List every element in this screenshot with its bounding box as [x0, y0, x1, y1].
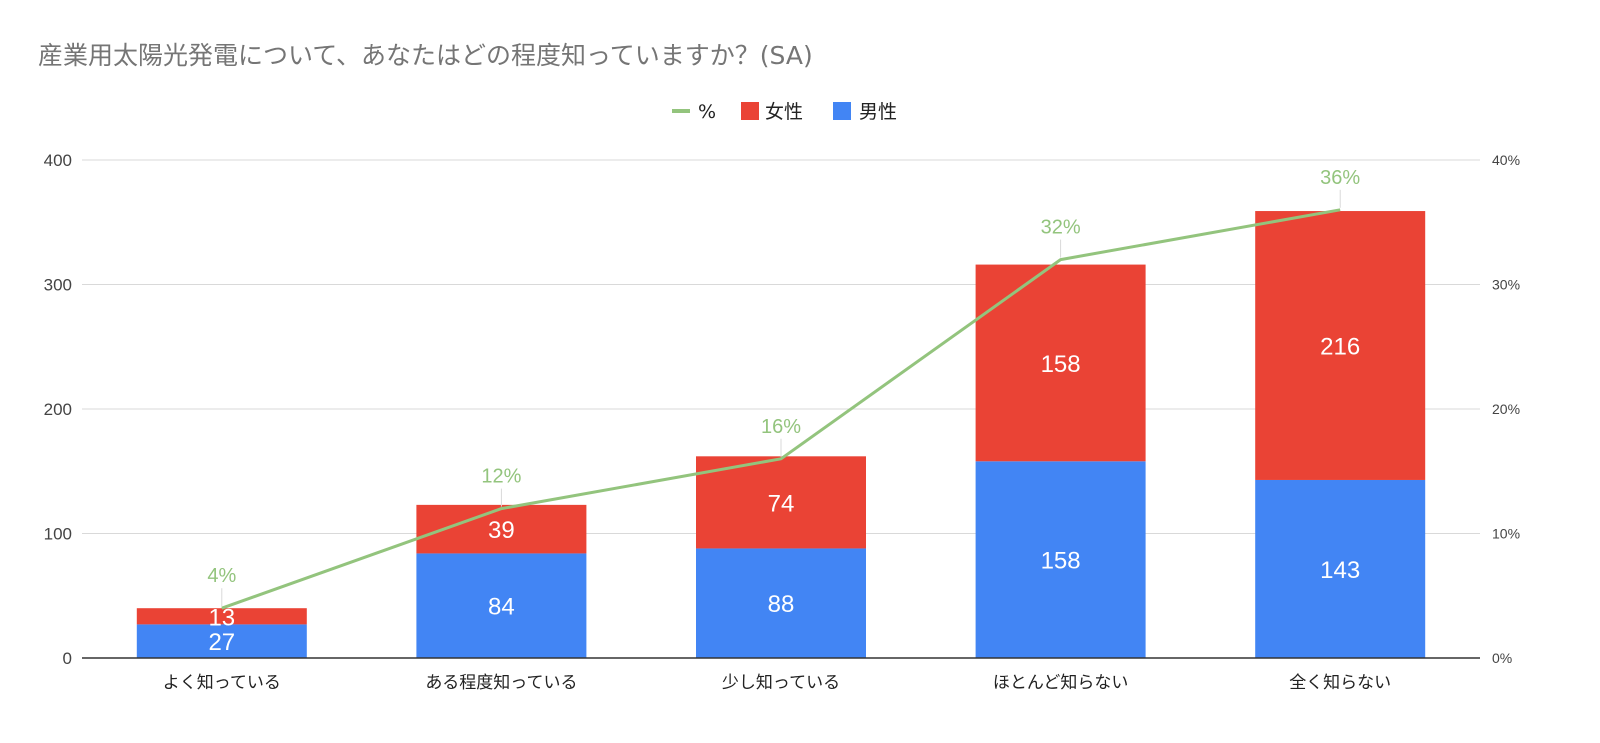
category-label: ほとんど知らない	[993, 673, 1129, 693]
y-right-tick-label: 20%	[1492, 401, 1520, 417]
y-left-tick-label: 100	[44, 525, 72, 544]
percent-label: 16%	[761, 416, 801, 438]
y-left-tick-label: 400	[44, 151, 72, 170]
left-axis-ticks: 0 100 200 300 400	[44, 151, 72, 668]
legend-swatch-female	[741, 102, 759, 120]
bar-label-male: 88	[768, 591, 795, 618]
bar-label-female: 216	[1320, 334, 1360, 361]
bar-label-male: 143	[1320, 557, 1360, 584]
category-labels: よく知っている ある程度知っている 少し知っている ほとんど知らない 全く知らない	[163, 673, 1391, 693]
legend: % 女性 男性	[672, 101, 897, 123]
bar-male	[975, 461, 1146, 658]
y-left-tick-label: 0	[63, 649, 72, 668]
bar-label-female: 13	[208, 604, 235, 631]
category-label: ある程度知っている	[425, 673, 577, 693]
bar-male	[416, 553, 587, 658]
percent-label: 36%	[1320, 167, 1360, 189]
bar-female	[696, 456, 866, 549]
bar-label-female: 39	[488, 517, 515, 544]
chart-title: 産業用太陽光発電について、あなたはどの程度知っていますか？(SA)	[38, 41, 813, 70]
y-right-tick-label: 0%	[1492, 650, 1512, 666]
bar-female	[975, 264, 1146, 462]
y-right-tick-label: 40%	[1492, 152, 1520, 168]
bar-label-male: 84	[488, 594, 515, 621]
legend-label-female: 女性	[765, 101, 803, 123]
percent-line-path	[221, 208, 1341, 610]
category-label: 全く知らない	[1289, 673, 1391, 693]
bar-label-male: 27	[208, 629, 235, 656]
right-axis-ticks: 0% 10% 20% 30% 40%	[1492, 152, 1520, 666]
bar-female	[136, 608, 307, 625]
bar-label-male: 158	[1041, 548, 1081, 575]
bar-female	[1255, 211, 1426, 480]
category-label: よく知っている	[163, 673, 281, 693]
gridlines	[82, 159, 1480, 534]
percent-label: 12%	[481, 466, 521, 488]
percent-label: 4%	[207, 565, 236, 587]
y-left-tick-label: 200	[44, 400, 72, 419]
bar-male	[136, 624, 307, 658]
legend-label-male: 男性	[859, 101, 897, 123]
y-right-tick-label: 30%	[1492, 277, 1520, 293]
percent-line: 4% 12% 16% 32% 36%	[207, 167, 1360, 610]
bar-label-female: 74	[768, 490, 795, 517]
legend-swatch-male	[833, 102, 851, 120]
bar-label-female: 158	[1041, 351, 1081, 378]
y-right-tick-label: 10%	[1492, 526, 1520, 542]
bar-male	[1255, 479, 1426, 658]
category-label: 少し知っている	[722, 673, 840, 693]
bar-male	[696, 548, 866, 658]
percent-label: 32%	[1041, 217, 1081, 239]
legend-label-percent: %	[698, 101, 716, 123]
y-left-tick-label: 300	[44, 276, 72, 295]
